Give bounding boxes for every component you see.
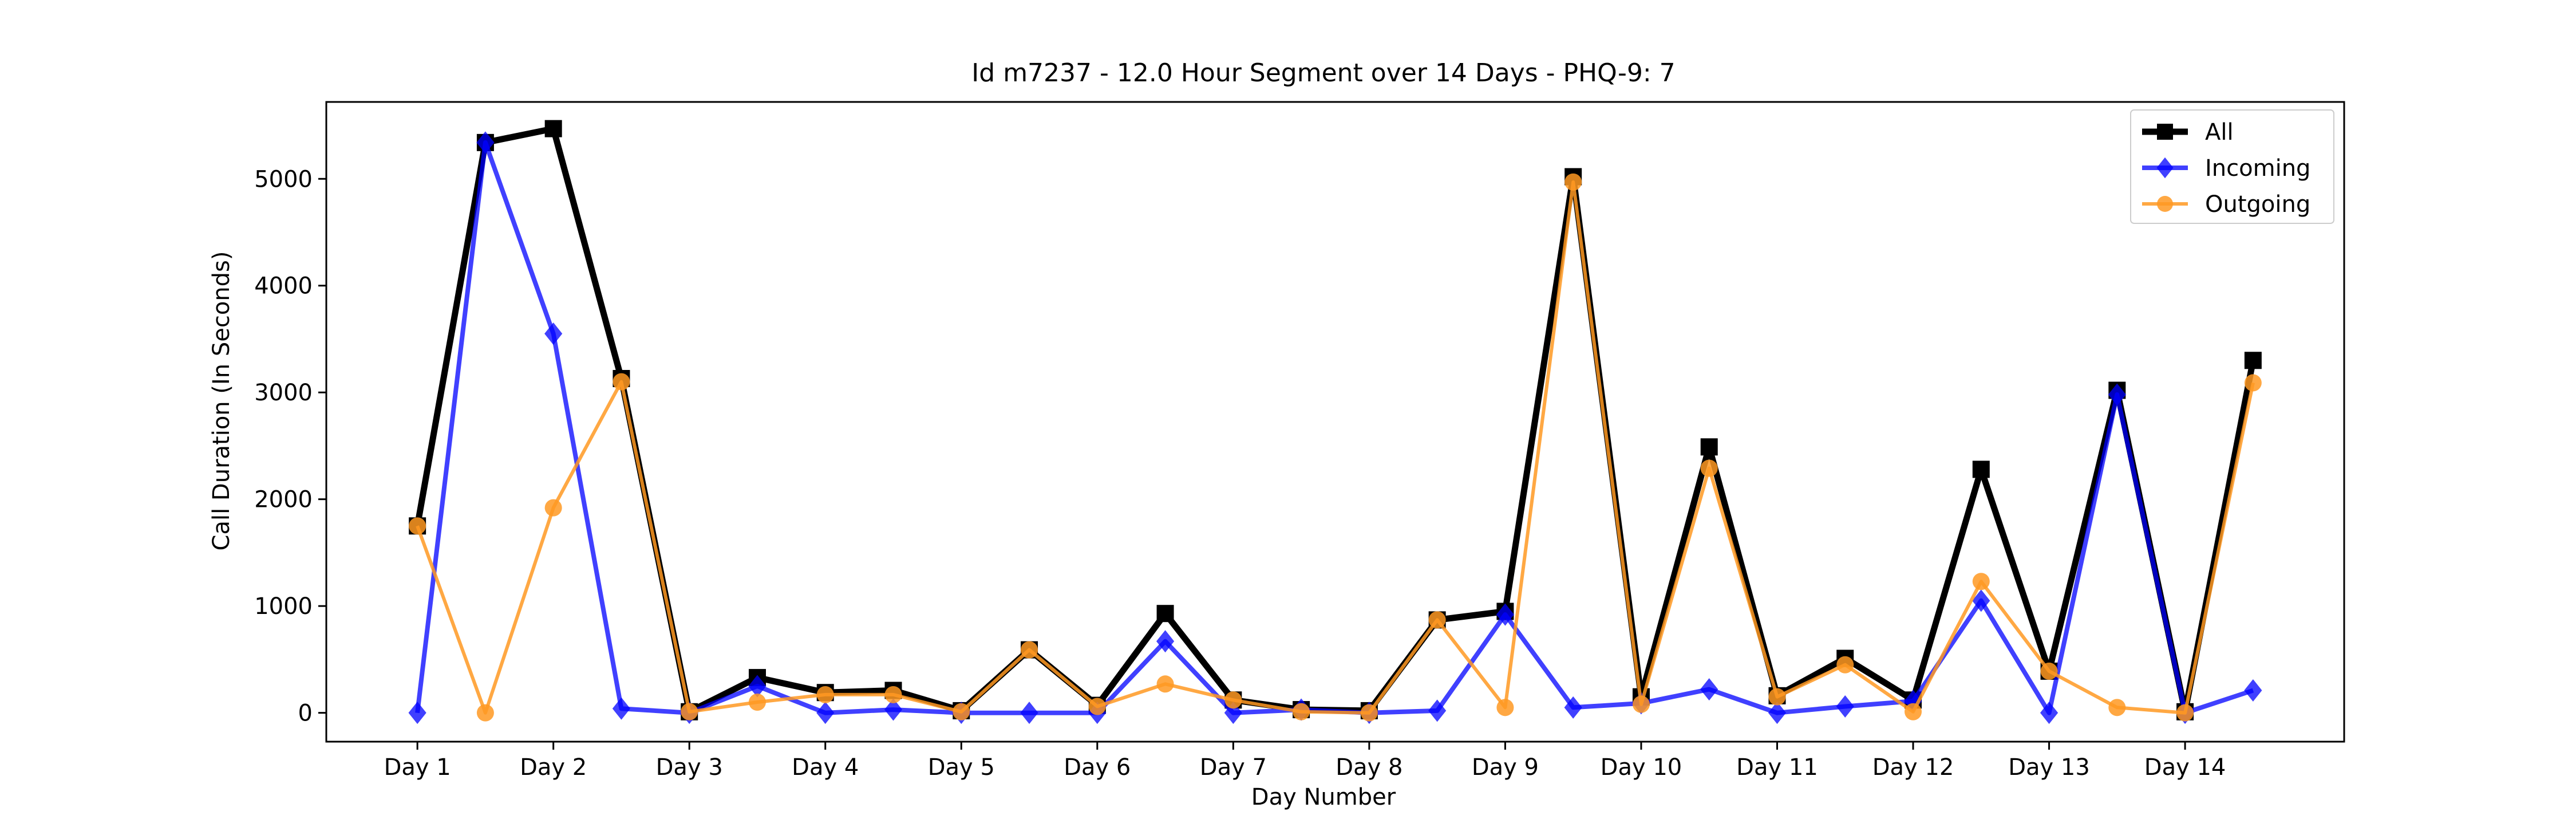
data-point-outgoing — [1632, 695, 1650, 713]
y-tick-label: 0 — [298, 700, 313, 727]
data-point-incoming — [2040, 702, 2059, 724]
data-point-all — [1972, 460, 1990, 478]
data-point-outgoing — [681, 703, 698, 720]
data-point-outgoing — [2040, 662, 2058, 680]
data-point-outgoing — [1021, 641, 1038, 659]
series-line-outgoing — [416, 180, 2255, 715]
data-point-incoming — [816, 702, 835, 724]
data-point-all — [1156, 605, 1174, 623]
data-point-incoming — [408, 702, 426, 724]
data-point-incoming — [2244, 679, 2262, 702]
y-axis-label: Call Duration (In Seconds) — [208, 251, 235, 551]
data-point-outgoing — [953, 703, 970, 720]
data-point-outgoing — [476, 704, 494, 722]
data-point-outgoing — [1088, 698, 1106, 715]
x-tick-label: Day 14 — [2144, 754, 2226, 781]
x-tick-label: Day 8 — [1336, 754, 1402, 781]
data-point-outgoing — [409, 517, 426, 535]
data-point-outgoing — [1836, 656, 1854, 674]
y-tick-label: 1000 — [254, 593, 313, 620]
legend-marker-all — [2157, 124, 2173, 140]
x-tick-label: Day 12 — [1872, 754, 1954, 781]
x-tick-label: Day 5 — [928, 754, 995, 781]
data-point-outgoing — [1156, 675, 1174, 693]
x-tick-label: Day 13 — [2008, 754, 2090, 781]
data-point-outgoing — [544, 499, 562, 517]
legend-marker-outgoing — [2157, 196, 2173, 212]
x-tick-label: Day 10 — [1601, 754, 1682, 781]
data-point-incoming — [1496, 603, 1515, 626]
legend-label-outgoing: Outgoing — [2205, 191, 2310, 218]
data-point-incoming — [2108, 383, 2126, 406]
x-tick-label: Day 7 — [1200, 754, 1267, 781]
x-tick-label: Day 6 — [1064, 754, 1131, 781]
data-point-incoming — [748, 675, 767, 698]
data-point-all — [1700, 438, 1718, 456]
y-tick-label: 5000 — [254, 166, 313, 192]
data-point-outgoing — [884, 686, 902, 703]
data-point-outgoing — [2108, 699, 2126, 716]
data-point-outgoing — [2244, 374, 2262, 392]
data-point-outgoing — [1496, 699, 1514, 716]
data-point-outgoing — [1905, 703, 1922, 720]
plot-area: Day 1 Day 2 Day 3 Day 4 Day 5 Day 6 Day 7 Day 8… — [254, 101, 2345, 781]
chart-title: Id m7237 - 12.0 Hour Segment over 14 Day… — [971, 58, 1675, 88]
data-point-incoming — [544, 322, 563, 345]
x-tick-label: Day 3 — [656, 754, 723, 781]
x-tick-label: Day 2 — [520, 754, 587, 781]
data-point-incoming — [1156, 630, 1175, 653]
data-point-outgoing — [613, 373, 630, 391]
y-tick-label: 3000 — [254, 380, 313, 406]
series-line-incoming — [415, 140, 2254, 715]
data-point-incoming — [1020, 702, 1038, 724]
data-point-incoming — [1836, 695, 1854, 718]
legend-box — [2130, 109, 2334, 224]
y-tick-label: 2000 — [254, 487, 313, 513]
data-point-outgoing — [1360, 704, 1378, 722]
data-point-outgoing — [1564, 173, 1582, 191]
legend-marker-incoming — [2156, 157, 2174, 179]
data-point-incoming — [884, 698, 903, 721]
x-axis-label: Day Number — [1251, 784, 1396, 810]
data-point-incoming — [612, 697, 631, 720]
y-tick-label: 4000 — [254, 273, 313, 300]
data-point-outgoing — [1700, 459, 1718, 477]
data-point-outgoing — [1768, 688, 1786, 706]
x-tick-label: Day 11 — [1736, 754, 1818, 781]
data-point-outgoing — [1428, 611, 1446, 629]
data-point-incoming — [1700, 678, 1718, 701]
data-point-outgoing — [1972, 573, 1990, 590]
legend-label-all: All — [2205, 119, 2234, 145]
data-point-outgoing — [1224, 691, 1242, 709]
data-point-incoming — [476, 131, 495, 154]
data-point-outgoing — [2176, 704, 2194, 722]
data-point-all — [2244, 352, 2262, 369]
data-point-incoming — [1564, 696, 1582, 719]
x-tick-label: Day 1 — [384, 754, 451, 781]
data-point-incoming — [1768, 702, 1787, 724]
plot-frame — [325, 101, 2345, 743]
data-point-outgoing — [1293, 703, 1310, 720]
data-point-all — [544, 120, 562, 137]
x-tick-label: Day 4 — [792, 754, 859, 781]
x-tick-label: Day 9 — [1472, 754, 1539, 781]
series-line-all — [414, 125, 2257, 715]
data-point-outgoing — [748, 694, 766, 711]
data-point-incoming — [1972, 589, 1990, 612]
data-point-outgoing — [816, 686, 834, 703]
data-point-incoming — [1428, 699, 1447, 722]
legend-label-incoming: Incoming — [2205, 155, 2310, 182]
